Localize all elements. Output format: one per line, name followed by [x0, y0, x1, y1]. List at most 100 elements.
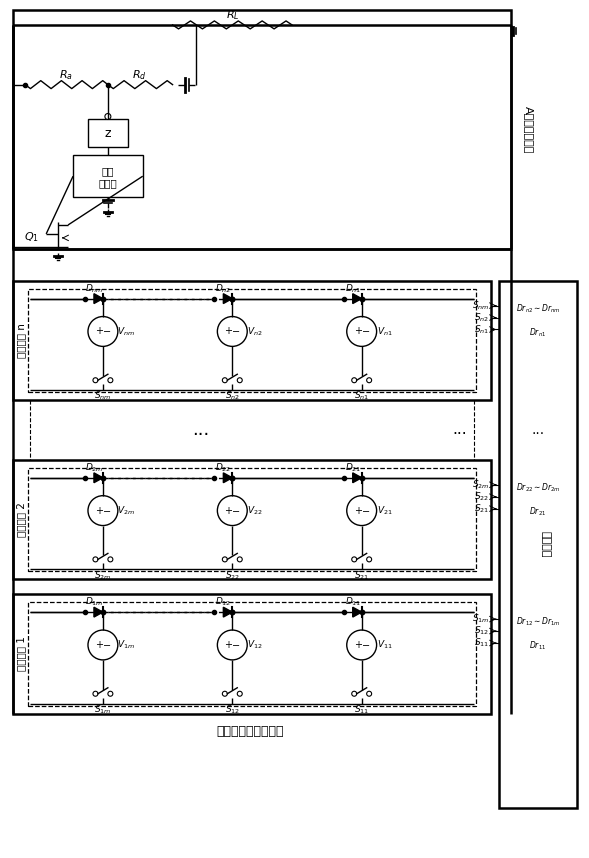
Polygon shape: [94, 293, 103, 304]
Circle shape: [237, 692, 242, 696]
Circle shape: [108, 557, 113, 562]
Text: $Dr_{12}\sim Dr_{1m}$: $Dr_{12}\sim Dr_{1m}$: [515, 616, 560, 628]
Text: +: +: [95, 505, 103, 516]
Circle shape: [108, 378, 113, 383]
Text: $S_{21}$: $S_{21}$: [474, 503, 489, 515]
Text: $V_{1m}$: $V_{1m}$: [117, 638, 135, 651]
Bar: [14, 10, 511, 249]
Text: $S_{n1}$: $S_{n1}$: [474, 323, 489, 335]
Text: $S_{nm}$: $S_{nm}$: [472, 299, 489, 311]
Text: $S_{21}$: $S_{21}$: [354, 569, 369, 582]
Circle shape: [237, 378, 242, 383]
Text: $V_{12}$: $V_{12}$: [247, 638, 263, 651]
Text: $S_{2m}$: $S_{2m}$: [472, 479, 489, 491]
Text: $V_{n2}$: $V_{n2}$: [247, 325, 263, 338]
Bar: [28, 602, 476, 705]
Text: −: −: [232, 328, 240, 337]
Text: $Dr_{21}$: $Dr_{21}$: [529, 505, 547, 518]
Text: +: +: [224, 505, 232, 516]
Circle shape: [222, 378, 227, 383]
Text: $R_a$: $R_a$: [59, 68, 73, 82]
Polygon shape: [223, 293, 232, 304]
Text: −: −: [103, 641, 111, 651]
Text: $S_{1m}$: $S_{1m}$: [472, 613, 489, 625]
Text: $V_{21}$: $V_{21}$: [377, 505, 392, 517]
Bar: [28, 288, 476, 392]
Text: ...: ...: [531, 423, 544, 437]
Circle shape: [88, 630, 118, 660]
Polygon shape: [353, 293, 362, 304]
Text: $S_{12}$: $S_{12}$: [225, 704, 240, 716]
Circle shape: [88, 496, 118, 526]
Text: +: +: [354, 326, 362, 336]
Text: z: z: [105, 127, 111, 140]
Text: $S_{nm}$: $S_{nm}$: [94, 390, 112, 402]
Text: $V_{22}$: $V_{22}$: [247, 505, 263, 517]
Text: $Dr_{11}$: $Dr_{11}$: [529, 640, 547, 652]
Text: −: −: [362, 641, 370, 651]
Text: $V_{2m}$: $V_{2m}$: [117, 505, 135, 517]
Polygon shape: [353, 473, 362, 483]
Text: ...: ...: [192, 421, 209, 439]
Circle shape: [217, 630, 247, 660]
Bar: [28, 468, 476, 571]
Text: A类线性放大器: A类线性放大器: [524, 106, 534, 153]
Circle shape: [105, 113, 111, 119]
Text: $V_{n1}$: $V_{n1}$: [377, 325, 392, 338]
Text: $D_{22}$: $D_{22}$: [215, 462, 231, 474]
Bar: [73, 155, 143, 197]
Text: +: +: [354, 640, 362, 650]
Bar: [14, 281, 491, 400]
Text: $S_{n2}$: $S_{n2}$: [225, 390, 240, 402]
Bar: [14, 595, 491, 714]
Text: +: +: [354, 505, 362, 516]
Circle shape: [367, 378, 372, 383]
Text: $S_{11}$: $S_{11}$: [354, 704, 369, 716]
Circle shape: [237, 557, 242, 562]
Bar: [499, 281, 577, 808]
Text: $V_{nm}$: $V_{nm}$: [117, 325, 135, 338]
Text: $Dr_{n1}$: $Dr_{n1}$: [529, 326, 547, 339]
Circle shape: [347, 317, 376, 347]
Text: −: −: [103, 328, 111, 337]
Text: −: −: [232, 641, 240, 651]
Text: 控制电路: 控制电路: [541, 531, 551, 558]
Text: $S_{2m}$: $S_{2m}$: [94, 569, 111, 582]
Text: $S_{1m}$: $S_{1m}$: [94, 704, 112, 716]
Circle shape: [347, 496, 376, 526]
Circle shape: [352, 378, 357, 383]
Text: $S_{n1}$: $S_{n1}$: [354, 390, 369, 402]
Circle shape: [352, 692, 357, 696]
Polygon shape: [353, 607, 362, 617]
Text: −: −: [362, 506, 370, 517]
Polygon shape: [223, 473, 232, 483]
Text: $S_{22}$: $S_{22}$: [225, 569, 240, 582]
Text: −: −: [103, 506, 111, 517]
Text: $Dr_{22}\sim Dr_{2m}$: $Dr_{22}\sim Dr_{2m}$: [515, 481, 560, 494]
Text: $S_{12}$: $S_{12}$: [474, 625, 489, 637]
Polygon shape: [223, 607, 232, 617]
Text: $D_{n1}$: $D_{n1}$: [345, 282, 361, 295]
Text: $R_L$: $R_L$: [226, 8, 239, 21]
Text: $D_{n2}$: $D_{n2}$: [215, 282, 231, 295]
Text: −: −: [362, 328, 370, 337]
Circle shape: [222, 557, 227, 562]
Bar: [14, 460, 491, 579]
Circle shape: [367, 692, 372, 696]
Text: 电压: 电压: [102, 166, 114, 176]
Text: $D_{12}$: $D_{12}$: [215, 596, 231, 608]
Polygon shape: [94, 473, 103, 483]
Circle shape: [108, 692, 113, 696]
Text: $S_{22}$: $S_{22}$: [474, 491, 489, 503]
Text: $R_d$: $R_d$: [133, 68, 147, 82]
Circle shape: [352, 557, 357, 562]
Circle shape: [93, 692, 98, 696]
Polygon shape: [94, 607, 103, 617]
Circle shape: [222, 692, 227, 696]
Text: $V_{11}$: $V_{11}$: [377, 638, 392, 651]
Text: 级联可调电压源电路: 级联可调电压源电路: [217, 725, 284, 738]
Circle shape: [217, 496, 247, 526]
Text: 串联单元 n: 串联单元 n: [16, 323, 27, 358]
Circle shape: [93, 557, 98, 562]
Text: $S_{n2}$: $S_{n2}$: [474, 311, 489, 323]
